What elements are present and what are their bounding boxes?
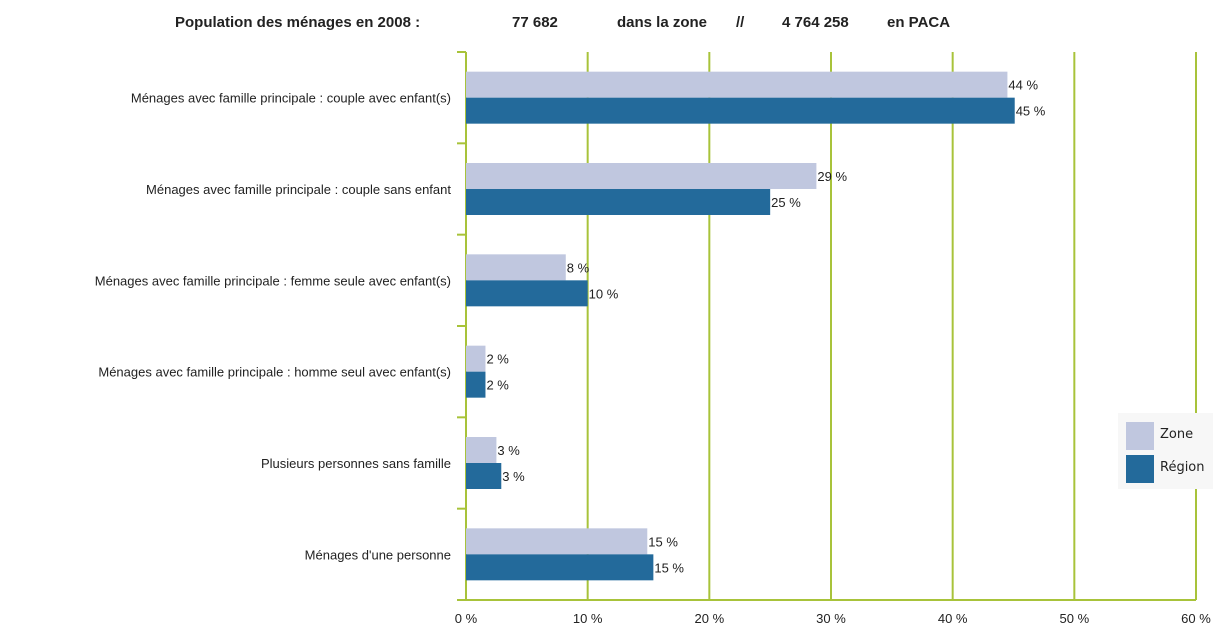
bar-region [466, 554, 654, 581]
bar-region [466, 280, 588, 307]
category-label: Ménages avec famille principale : couple… [131, 91, 451, 106]
category-label: Ménages d'une personne [305, 547, 451, 562]
bar-region [466, 463, 502, 489]
bar-zone [466, 163, 817, 189]
data-label-region: 10 % [589, 286, 619, 301]
header-zone-value: 77 682 [512, 14, 558, 31]
header-region-label: en PACA [887, 14, 951, 31]
data-label-zone: 29 % [817, 169, 847, 184]
category-label: Plusieurs personnes sans famille [261, 456, 451, 471]
data-label-region: 25 % [771, 195, 801, 210]
chart-legend: Zone Région [1118, 413, 1213, 489]
header-separator: // [736, 14, 745, 31]
category-label: Ménages avec famille principale : femme … [95, 273, 451, 288]
chart-header: Population des ménages en 2008 : 77 682 … [0, 14, 1213, 36]
bar-zone [466, 528, 648, 555]
x-tick-label: 60 % [1181, 611, 1211, 626]
legend-swatch-region [1126, 455, 1154, 483]
header-label: Population des ménages en 2008 : [175, 14, 421, 31]
data-label-zone: 3 % [497, 443, 520, 458]
header-region-value: 4 764 258 [782, 14, 849, 31]
data-label-region: 45 % [1016, 104, 1046, 119]
data-label-region: 15 % [654, 560, 684, 575]
x-tick-label: 40 % [938, 611, 968, 626]
bar-zone [466, 437, 497, 463]
bar-zone [466, 71, 1008, 98]
bar-region [466, 371, 486, 398]
x-tick-label: 20 % [695, 611, 725, 626]
bar-region [466, 189, 771, 215]
legend-label-region: Région [1160, 460, 1205, 475]
data-label-zone: 2 % [486, 352, 509, 367]
x-tick-label: 50 % [1060, 611, 1090, 626]
category-label: Ménages avec famille principale : couple… [146, 182, 451, 197]
category-label: Ménages avec famille principale : homme … [98, 365, 451, 380]
data-label-zone: 15 % [648, 534, 678, 549]
bar-region [466, 97, 1015, 124]
x-tick-label: 30 % [816, 611, 846, 626]
legend-label-zone: Zone [1160, 427, 1194, 442]
x-tick-label: 0 % [455, 611, 478, 626]
legend-swatch-zone [1126, 422, 1154, 450]
data-label-zone: 8 % [567, 260, 590, 275]
x-tick-label: 10 % [573, 611, 603, 626]
bar-zone [466, 345, 486, 372]
header-zone-label: dans la zone [617, 14, 708, 31]
data-label-zone: 44 % [1008, 78, 1038, 93]
bar-zone [466, 254, 566, 281]
data-label-region: 2 % [486, 378, 509, 393]
data-label-region: 3 % [502, 469, 525, 484]
